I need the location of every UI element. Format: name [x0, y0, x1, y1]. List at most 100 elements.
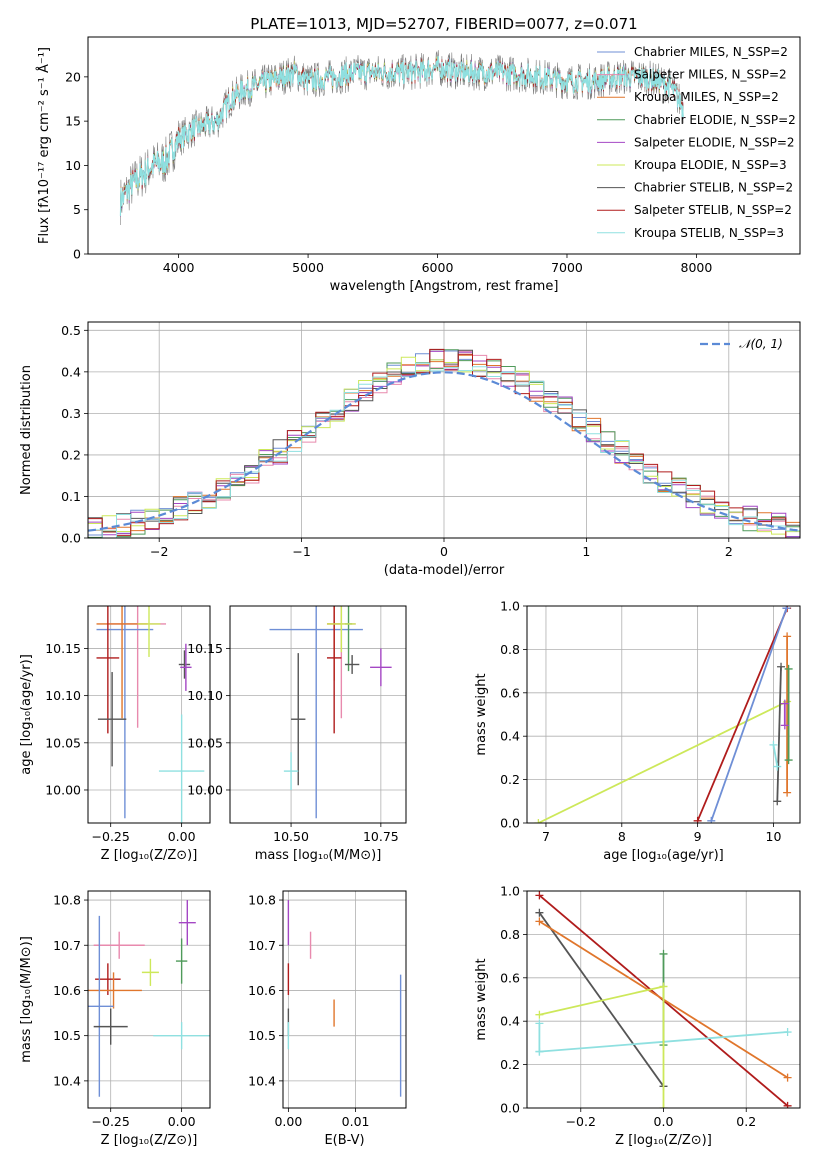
legend-label: Chabrier MILES, N_SSP=2 — [634, 45, 788, 59]
y-tick-label: 0.0 — [500, 816, 520, 831]
weight-marker — [782, 606, 791, 613]
axes-frame — [282, 890, 407, 1109]
x-tick-label: 0 — [440, 544, 448, 559]
legend-label: Chabrier ELODIE, N_SSP=2 — [634, 113, 796, 127]
x-tick-label: 10.75 — [363, 829, 399, 844]
weight-series-line — [538, 700, 788, 823]
panel-spectrum: 4000 5000 6000 7000 8000 0 5 10 15 20 wavelength [… — [36, 36, 801, 294]
x-tick-label: −1 — [292, 544, 310, 559]
y-tick-label: 10.10 — [187, 688, 223, 703]
y-tick-label: 10.5 — [53, 1028, 81, 1043]
x-tick-label: 7000 — [551, 260, 583, 275]
weight-marker — [783, 1073, 792, 1082]
plot-area — [96, 606, 205, 823]
y-tick-label: 10.15 — [45, 641, 81, 656]
x-tick-label: 4000 — [163, 260, 195, 275]
legend-label: Salpeter MILES, N_SSP=2 — [634, 68, 787, 82]
x-tick-label: 5000 — [292, 260, 324, 275]
y-tick-label: 10.6 — [53, 983, 81, 998]
x-axis-label: E(B-V) — [324, 1133, 364, 1148]
weight-marker — [535, 1010, 544, 1019]
y-tick-label: 20 — [65, 69, 81, 84]
y-tick-label: 10.10 — [45, 688, 81, 703]
residual-histogram-8 — [88, 362, 800, 538]
weight-marker — [535, 917, 544, 926]
x-axis-label: Z [log₁₀(Z/Z⊙)] — [615, 1133, 712, 1148]
x-tick-label: 8000 — [681, 260, 713, 275]
y-tick-label: 10.8 — [248, 893, 276, 908]
y-tick-label: 0.1 — [61, 489, 81, 504]
legend-label: Salpeter ELODIE, N_SSP=2 — [634, 135, 795, 149]
y-tick-label: 0.4 — [500, 1014, 520, 1029]
y-tick-label: 10.7 — [53, 938, 81, 953]
y-tick-label: 0.2 — [500, 1057, 520, 1072]
x-tick-label: 0.00 — [168, 829, 196, 844]
panel-age_vs_mass: 10.50 10.75 10.00 10.05 10.10 10.15 mass [log₁… — [187, 605, 407, 863]
y-tick-label: 10.6 — [248, 983, 276, 998]
axes-frame — [526, 605, 801, 824]
y-tick-label: 0.8 — [500, 927, 520, 942]
y-axis-label: mass weight — [474, 673, 489, 755]
plot-area — [534, 606, 793, 823]
model-series-line — [119, 56, 684, 217]
axes-frame — [87, 890, 211, 1109]
axes-frame — [229, 605, 407, 824]
y-tick-label: 0.6 — [500, 685, 520, 700]
legend-label: Chabrier STELIB, N_SSP=2 — [634, 181, 793, 195]
weight-marker — [659, 949, 668, 958]
x-tick-label: −0.25 — [92, 1114, 130, 1129]
y-tick-label: 10.05 — [187, 735, 223, 750]
weight-marker — [783, 1101, 792, 1108]
y-tick-label: 10.00 — [187, 782, 223, 797]
x-tick-label: −2 — [150, 544, 168, 559]
x-axis-label: Z [log₁₀(Z/Z⊙)] — [101, 848, 198, 863]
x-axis-label: mass [log₁₀(M/M⊙)] — [255, 848, 382, 863]
axes-frame — [526, 890, 801, 1109]
weight-marker — [783, 788, 792, 797]
plot-area — [269, 606, 392, 819]
y-tick-label: 10 — [65, 158, 81, 173]
plot-area — [119, 50, 684, 226]
x-tick-label: 0.2 — [736, 1114, 756, 1129]
legend-label: Kroupa STELIB, N_SSP=3 — [634, 226, 784, 240]
y-tick-label: 10.15 — [187, 641, 223, 656]
y-tick-label: 1.0 — [500, 599, 520, 614]
normal-reference-curve — [88, 371, 800, 532]
y-tick-label: 0.2 — [500, 772, 520, 787]
legend-label: Salpeter STELIB, N_SSP=2 — [634, 203, 792, 217]
panel-weight_vs_Z: −0.2 0.0 0.2 0.0 0.2 0.4 0.6 0.8 1.0 Z [log₁₀(Z/Z… — [474, 884, 801, 1148]
y-tick-label: 0.2 — [61, 447, 81, 462]
weight-marker — [773, 797, 782, 806]
weight-series-line — [710, 607, 788, 822]
y-tick-label: 5 — [73, 202, 81, 217]
weight-marker — [659, 1104, 668, 1108]
weight-marker — [535, 891, 544, 900]
weight-series-line — [538, 912, 665, 1087]
weight-marker — [783, 1028, 792, 1037]
x-axis-label: age [log₁₀(age/yr)] — [603, 848, 724, 863]
weight-series-line — [776, 666, 782, 802]
weight-marker — [780, 699, 789, 708]
axes-frame — [87, 321, 801, 539]
y-tick-label: 10.4 — [248, 1073, 276, 1088]
y-axis-label: Normed distribution — [19, 365, 34, 495]
weight-marker — [780, 721, 789, 730]
y-tick-label: 0.4 — [500, 729, 520, 744]
panel-mass_vs_ebv: 0.00 0.01 10.4 10.5 10.6 10.7 10.8 E(B-V) — [248, 890, 407, 1148]
weight-series-line — [696, 607, 788, 822]
x-tick-label: 2 — [725, 544, 733, 559]
panel-weight_vs_age: 7 8 9 10 0.0 0.2 0.4 0.6 0.8 1.0 age [log₁₀(age/yr… — [474, 599, 801, 863]
weight-marker — [773, 762, 782, 771]
y-tick-label: 10.8 — [53, 893, 81, 908]
weight-marker — [534, 819, 543, 823]
x-tick-label: −0.25 — [92, 829, 130, 844]
y-tick-label: 0.3 — [61, 406, 81, 421]
y-tick-label: 10.7 — [248, 938, 276, 953]
weight-series-line — [539, 985, 664, 1016]
weight-marker — [535, 1047, 544, 1056]
y-axis-label: age [log₁₀(age/yr)] — [19, 654, 34, 775]
y-tick-label: 10.4 — [53, 1073, 81, 1088]
x-tick-label: 7 — [542, 829, 550, 844]
legend-label: Kroupa ELODIE, N_SSP=3 — [634, 158, 787, 172]
